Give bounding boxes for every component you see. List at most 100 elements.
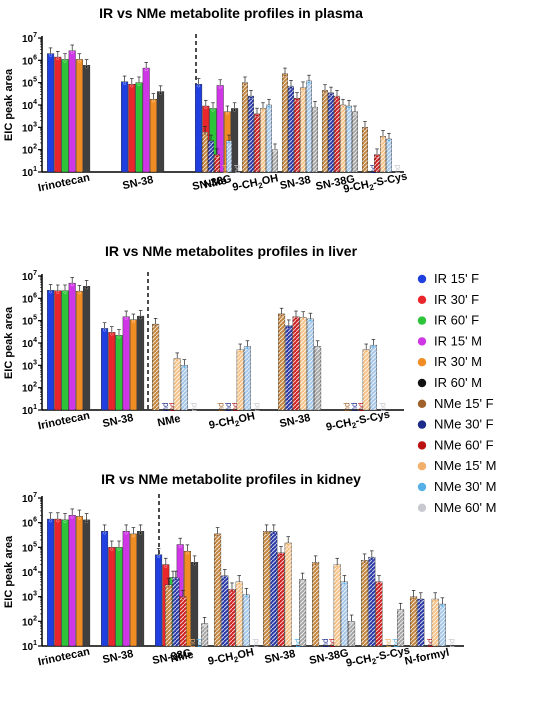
- bar-hatch: [284, 542, 292, 646]
- data-point: [233, 108, 237, 112]
- bar-hatch: [322, 90, 328, 172]
- bar-hatch: [368, 557, 376, 646]
- data-point: [440, 604, 444, 608]
- bar-hatch: [374, 154, 380, 172]
- y-tick-label: 101: [22, 640, 37, 653]
- y-tick-label: 106: [22, 54, 37, 67]
- data-point: [204, 106, 208, 110]
- panel-title: IR vs NMe metabolites profiles in liver: [105, 243, 358, 259]
- data-point: [131, 534, 135, 538]
- bar: [137, 315, 145, 411]
- bar: [115, 335, 123, 411]
- legend-entry: IR 60' F: [434, 313, 479, 328]
- data-point: [124, 531, 128, 535]
- data-point: [77, 59, 81, 63]
- bar: [75, 290, 83, 411]
- bar-hatch: [285, 325, 293, 410]
- data-point: [230, 589, 234, 593]
- category-label: 9-CH2OH: [208, 410, 257, 433]
- bar-hatch: [314, 346, 321, 410]
- category-label: 9-CH2OH: [231, 172, 280, 195]
- bar: [155, 554, 163, 647]
- y-tick-label: 101: [22, 404, 37, 417]
- data-point: [245, 346, 249, 350]
- nd-label: nd: [343, 403, 352, 412]
- y-tick-label: 102: [22, 382, 37, 395]
- category-label: SN-38: [121, 174, 154, 192]
- nd-label: nd: [231, 403, 240, 412]
- data-point: [211, 108, 215, 112]
- data-point: [117, 547, 121, 551]
- category-label: SN-38: [279, 174, 312, 192]
- bar-hatch: [300, 87, 306, 172]
- legend-entry: NMe 15' M: [434, 458, 496, 473]
- legend-swatch: [417, 274, 427, 284]
- category-label: 9-CH2-S-Cys: [325, 408, 391, 435]
- bar-hatch: [278, 313, 285, 410]
- data-point: [175, 358, 179, 362]
- legend-swatch: [417, 295, 427, 304]
- data-point: [377, 582, 381, 586]
- category-label: SN-38: [278, 412, 311, 430]
- data-point: [244, 595, 248, 598]
- bar-hatch: [333, 564, 341, 646]
- legend-swatch: [417, 420, 427, 429]
- category-label: N-formyl: [404, 646, 451, 667]
- data-point: [85, 65, 89, 69]
- data-point: [279, 553, 283, 556]
- data-point: [70, 283, 74, 287]
- data-point: [412, 596, 416, 600]
- legend-entry: NMe 30' M: [434, 479, 496, 494]
- y-tick-label: 105: [22, 77, 37, 90]
- bar-hatch: [362, 127, 368, 172]
- legend-swatch: [417, 399, 427, 408]
- data-point: [283, 73, 287, 77]
- category-label: SN-38G: [308, 647, 349, 667]
- nd-label: nd: [253, 403, 262, 412]
- bar-hatch: [266, 105, 272, 172]
- data-point: [301, 317, 305, 321]
- bar: [68, 515, 76, 647]
- data-point: [159, 91, 163, 95]
- data-point: [139, 531, 143, 535]
- bar-hatch: [292, 316, 300, 410]
- data-point: [85, 520, 89, 524]
- bar-hatch: [152, 324, 159, 410]
- data-point: [363, 127, 367, 131]
- bar: [231, 108, 239, 173]
- bar-hatch: [235, 581, 243, 646]
- panel-title: IR vs NMe metabolite profiles in kidney: [101, 471, 361, 487]
- data-point: [185, 551, 189, 555]
- data-point: [313, 107, 317, 111]
- bar-hatch: [334, 96, 340, 172]
- data-point: [375, 154, 379, 158]
- data-point: [419, 599, 423, 603]
- y-tick-label: 105: [22, 541, 37, 554]
- bar: [121, 81, 129, 173]
- bar: [61, 59, 69, 173]
- nd-label: nd: [393, 165, 402, 174]
- data-point: [85, 286, 89, 290]
- data-point: [77, 291, 81, 295]
- data-point: [151, 99, 155, 103]
- bar-hatch: [370, 345, 377, 410]
- data-point: [371, 345, 375, 349]
- data-point: [181, 596, 185, 600]
- data-point: [314, 562, 318, 566]
- data-point: [117, 335, 121, 339]
- data-point: [49, 519, 53, 523]
- data-point: [350, 621, 354, 625]
- nd-label: nd: [321, 639, 330, 648]
- bar-hatch: [299, 579, 306, 646]
- data-point: [335, 564, 339, 568]
- bar-hatch: [272, 149, 278, 172]
- data-point: [387, 139, 391, 143]
- bar: [137, 531, 145, 647]
- bar: [129, 533, 137, 647]
- data-point: [261, 108, 265, 112]
- legend-entry: NMe 15' F: [434, 396, 494, 411]
- data-point: [178, 544, 182, 548]
- legend-swatch: [417, 358, 427, 367]
- data-point: [131, 319, 135, 323]
